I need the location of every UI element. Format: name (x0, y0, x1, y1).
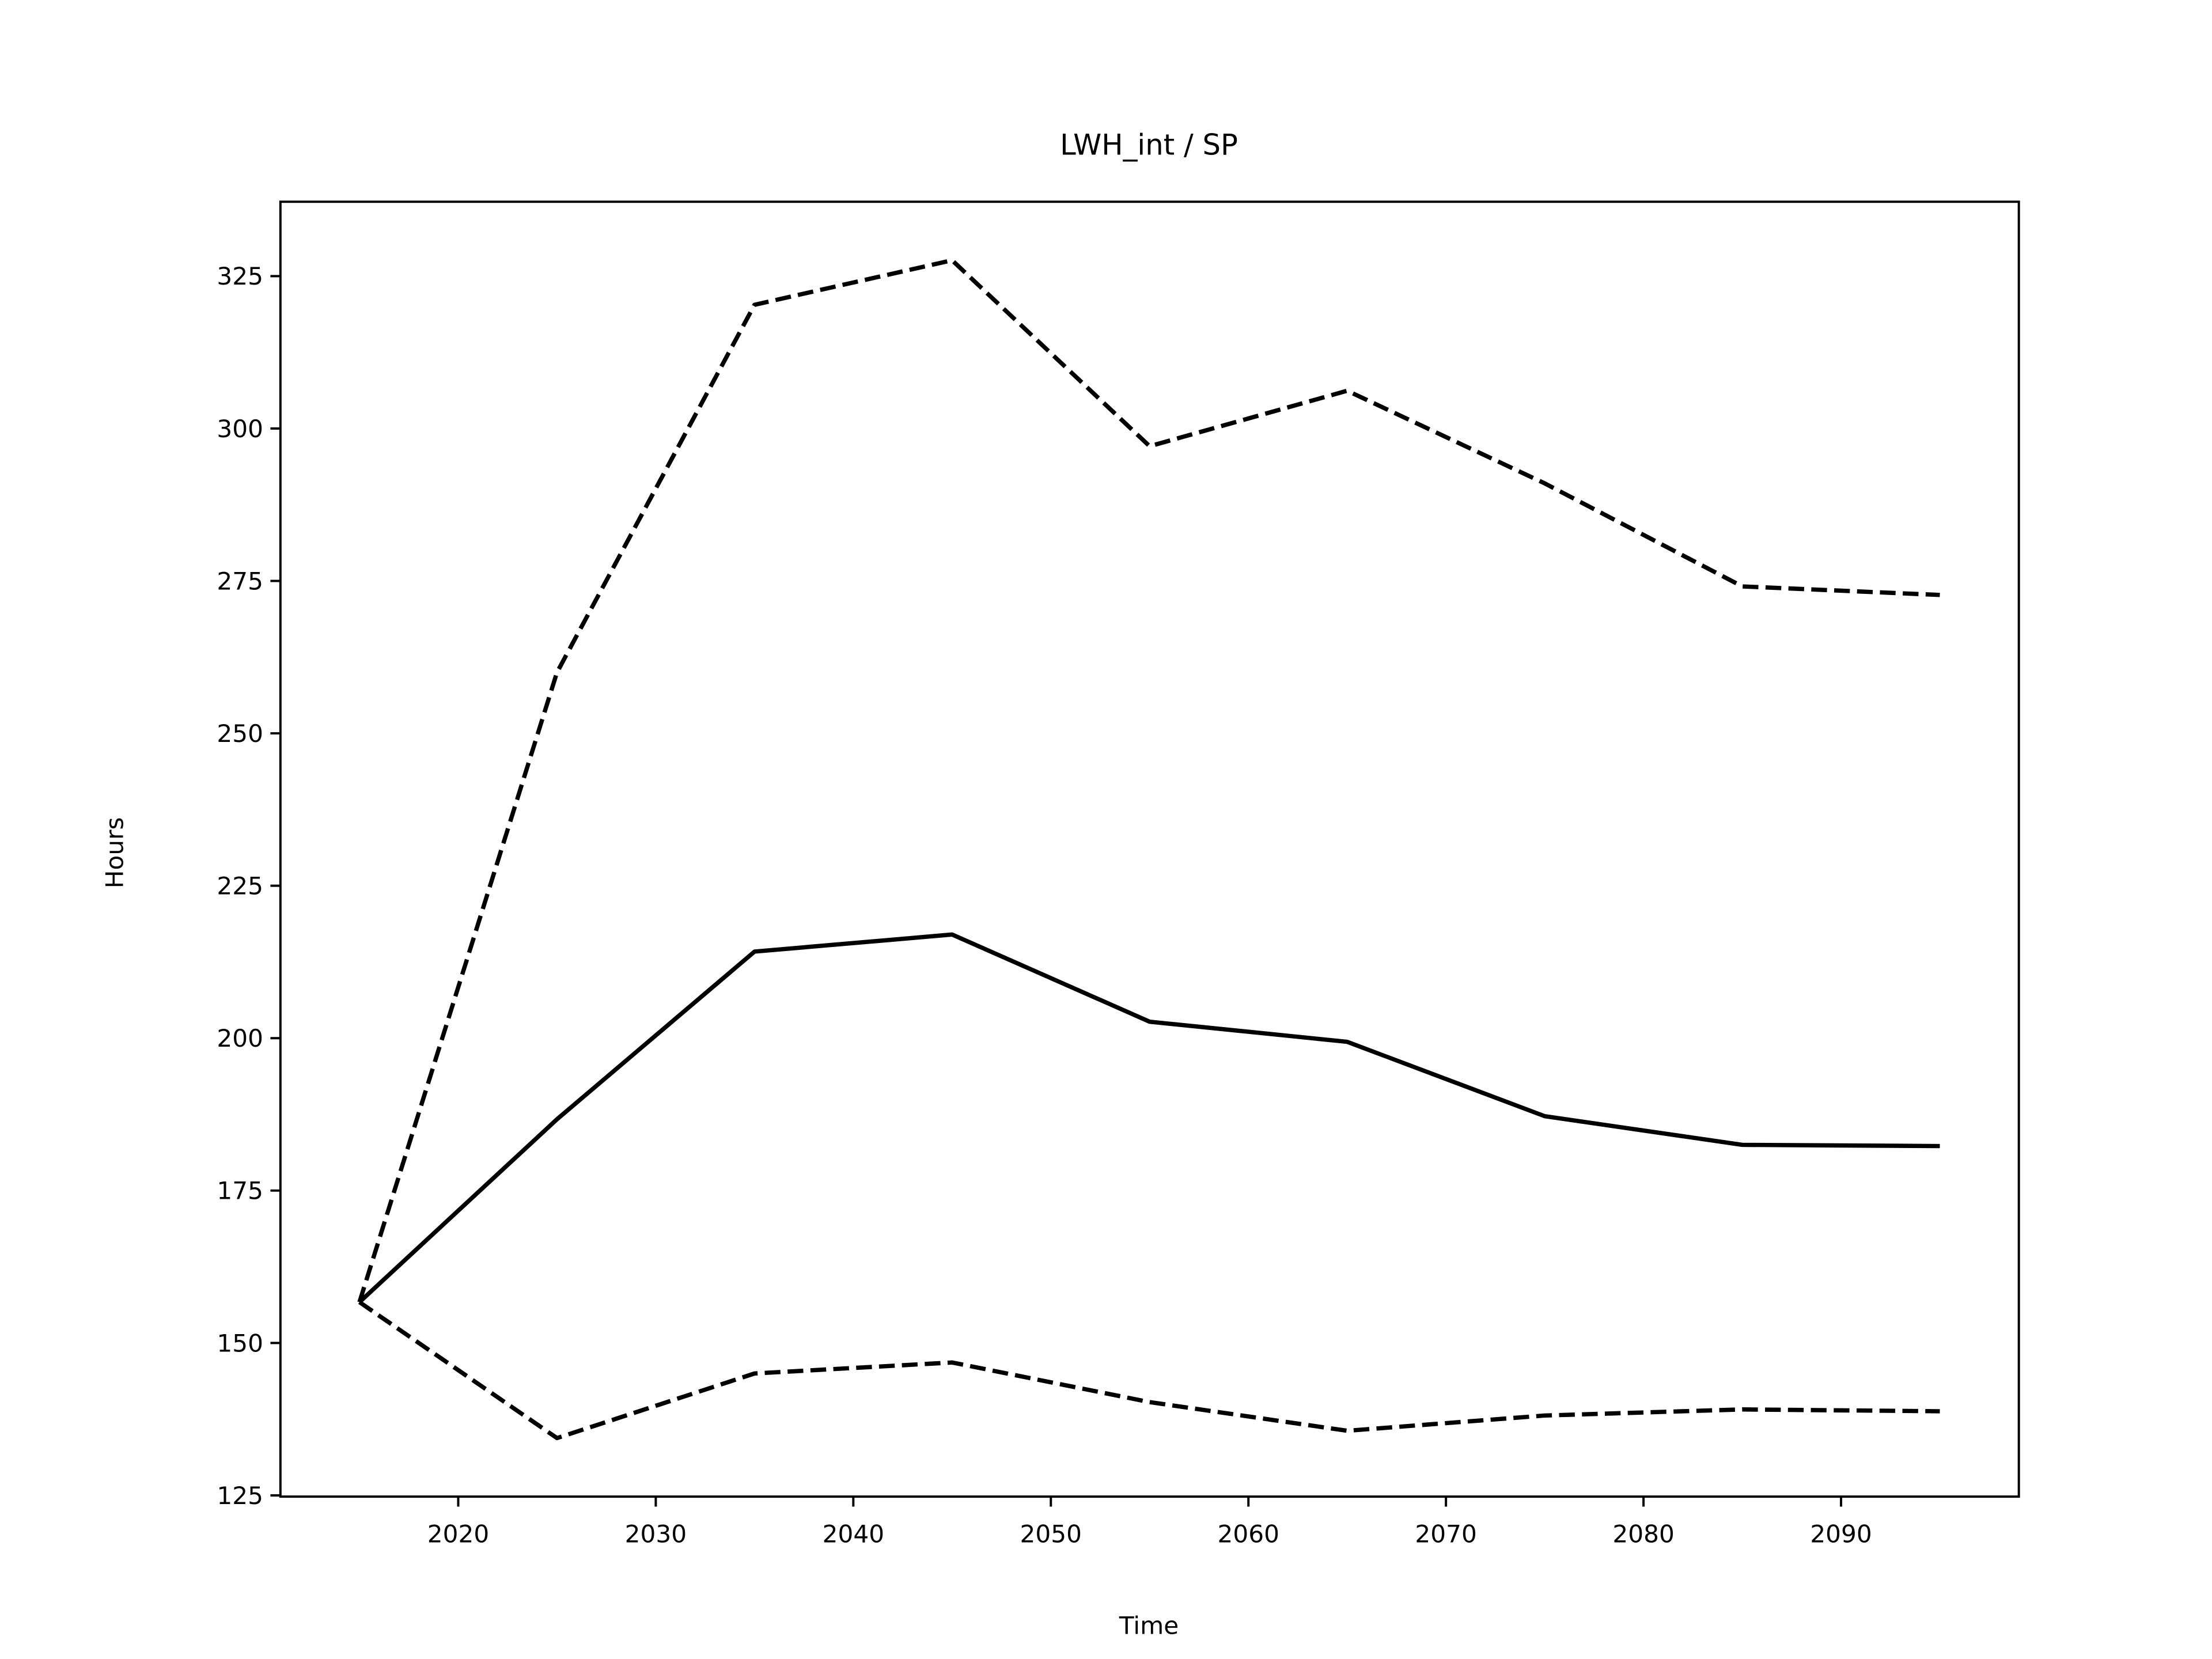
axes-frame (279, 200, 2020, 1498)
y-tick-label: 250 (217, 719, 263, 748)
x-tick-label: 2020 (427, 1520, 489, 1548)
y-tick-label: 150 (217, 1329, 263, 1357)
x-tick-label: 2060 (1217, 1520, 1279, 1548)
line-series (358, 932, 1940, 1304)
x-tick-label: 2080 (1612, 1520, 1674, 1548)
chart-title: LWH_int / SP (1060, 128, 1238, 161)
x-tick-label: 2040 (823, 1520, 884, 1548)
y-tick-label: 275 (217, 567, 263, 595)
y-tick-label: 300 (217, 415, 263, 443)
x-axis-label: Time (1119, 1612, 1179, 1640)
y-tick-label: 225 (217, 872, 263, 900)
x-tick-label: 2050 (1020, 1520, 1082, 1548)
x-tick-label: 2090 (1810, 1520, 1872, 1548)
y-tick-label: 175 (217, 1177, 263, 1205)
y-tick-label: 200 (217, 1024, 263, 1052)
x-tick-label: 2070 (1415, 1520, 1476, 1548)
y-tick-label: 125 (217, 1482, 263, 1510)
y-axis-label: Hours (101, 817, 129, 889)
x-tick-label: 2030 (625, 1520, 687, 1548)
line-series (358, 1300, 1940, 1441)
y-tick-label: 325 (217, 262, 263, 290)
